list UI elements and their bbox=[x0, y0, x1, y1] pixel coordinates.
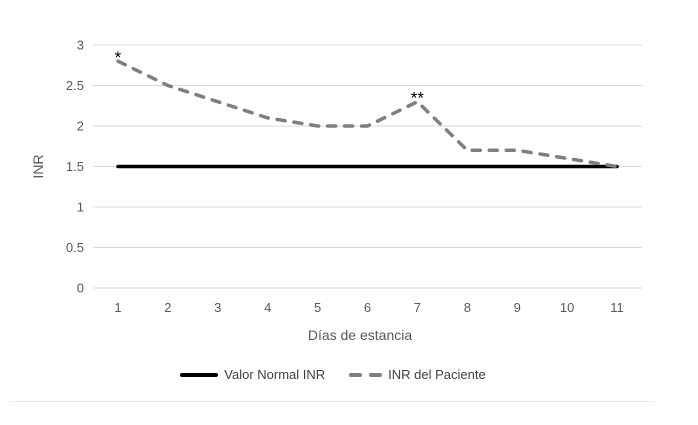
legend-label-inr-paciente: INR del Paciente bbox=[388, 367, 486, 382]
y-tick-label: 0.5 bbox=[66, 240, 84, 255]
x-tick-label: 3 bbox=[214, 300, 221, 315]
x-tick-label: 2 bbox=[164, 300, 171, 315]
annotation-asterisk: ** bbox=[411, 89, 425, 108]
y-tick-label: 2 bbox=[77, 119, 84, 134]
x-axis-title: Días de estancia bbox=[308, 327, 412, 343]
legend-item-valor-normal: Valor Normal INR bbox=[180, 367, 325, 382]
series-lines bbox=[116, 59, 619, 169]
annotation-asterisk: * bbox=[115, 48, 122, 67]
x-tick-label: 1 bbox=[114, 300, 121, 315]
x-tick-label: 5 bbox=[314, 300, 321, 315]
x-tick-label: 11 bbox=[610, 300, 624, 315]
x-axis-tick-labels: 1 2 3 4 5 6 7 8 9 10 11 bbox=[114, 300, 623, 315]
solid-line-swatch bbox=[180, 372, 219, 377]
patient-inr-line bbox=[116, 59, 619, 169]
x-tick-label: 8 bbox=[464, 300, 471, 315]
figure-bottom-divider bbox=[9, 401, 655, 402]
x-tick-label: 10 bbox=[560, 300, 574, 315]
x-tick-label: 6 bbox=[364, 300, 371, 315]
annotations: *** bbox=[115, 48, 425, 107]
y-tick-label: 2.5 bbox=[66, 78, 84, 93]
y-tick-label: 1.5 bbox=[66, 159, 84, 174]
y-axis-title: INR bbox=[30, 154, 46, 178]
legend-label-valor-normal: Valor Normal INR bbox=[224, 367, 326, 382]
y-tick-label: 1 bbox=[77, 200, 84, 215]
y-tick-label: 0 bbox=[77, 281, 84, 296]
x-tick-label: 4 bbox=[264, 300, 271, 315]
y-tick-label: 3 bbox=[77, 38, 84, 53]
y-axis-tick-labels: 0 0.5 1 1.5 2 2.5 3 bbox=[66, 38, 84, 296]
x-tick-label: 9 bbox=[514, 300, 521, 315]
dashed-line-swatch bbox=[349, 372, 383, 377]
x-tick-label: 7 bbox=[414, 300, 421, 315]
dash-segment bbox=[349, 372, 363, 377]
dash-segment bbox=[369, 372, 383, 377]
legend-item-inr-paciente: INR del Paciente bbox=[349, 367, 486, 382]
chart-legend: Valor Normal INR INR del Paciente bbox=[0, 367, 666, 382]
